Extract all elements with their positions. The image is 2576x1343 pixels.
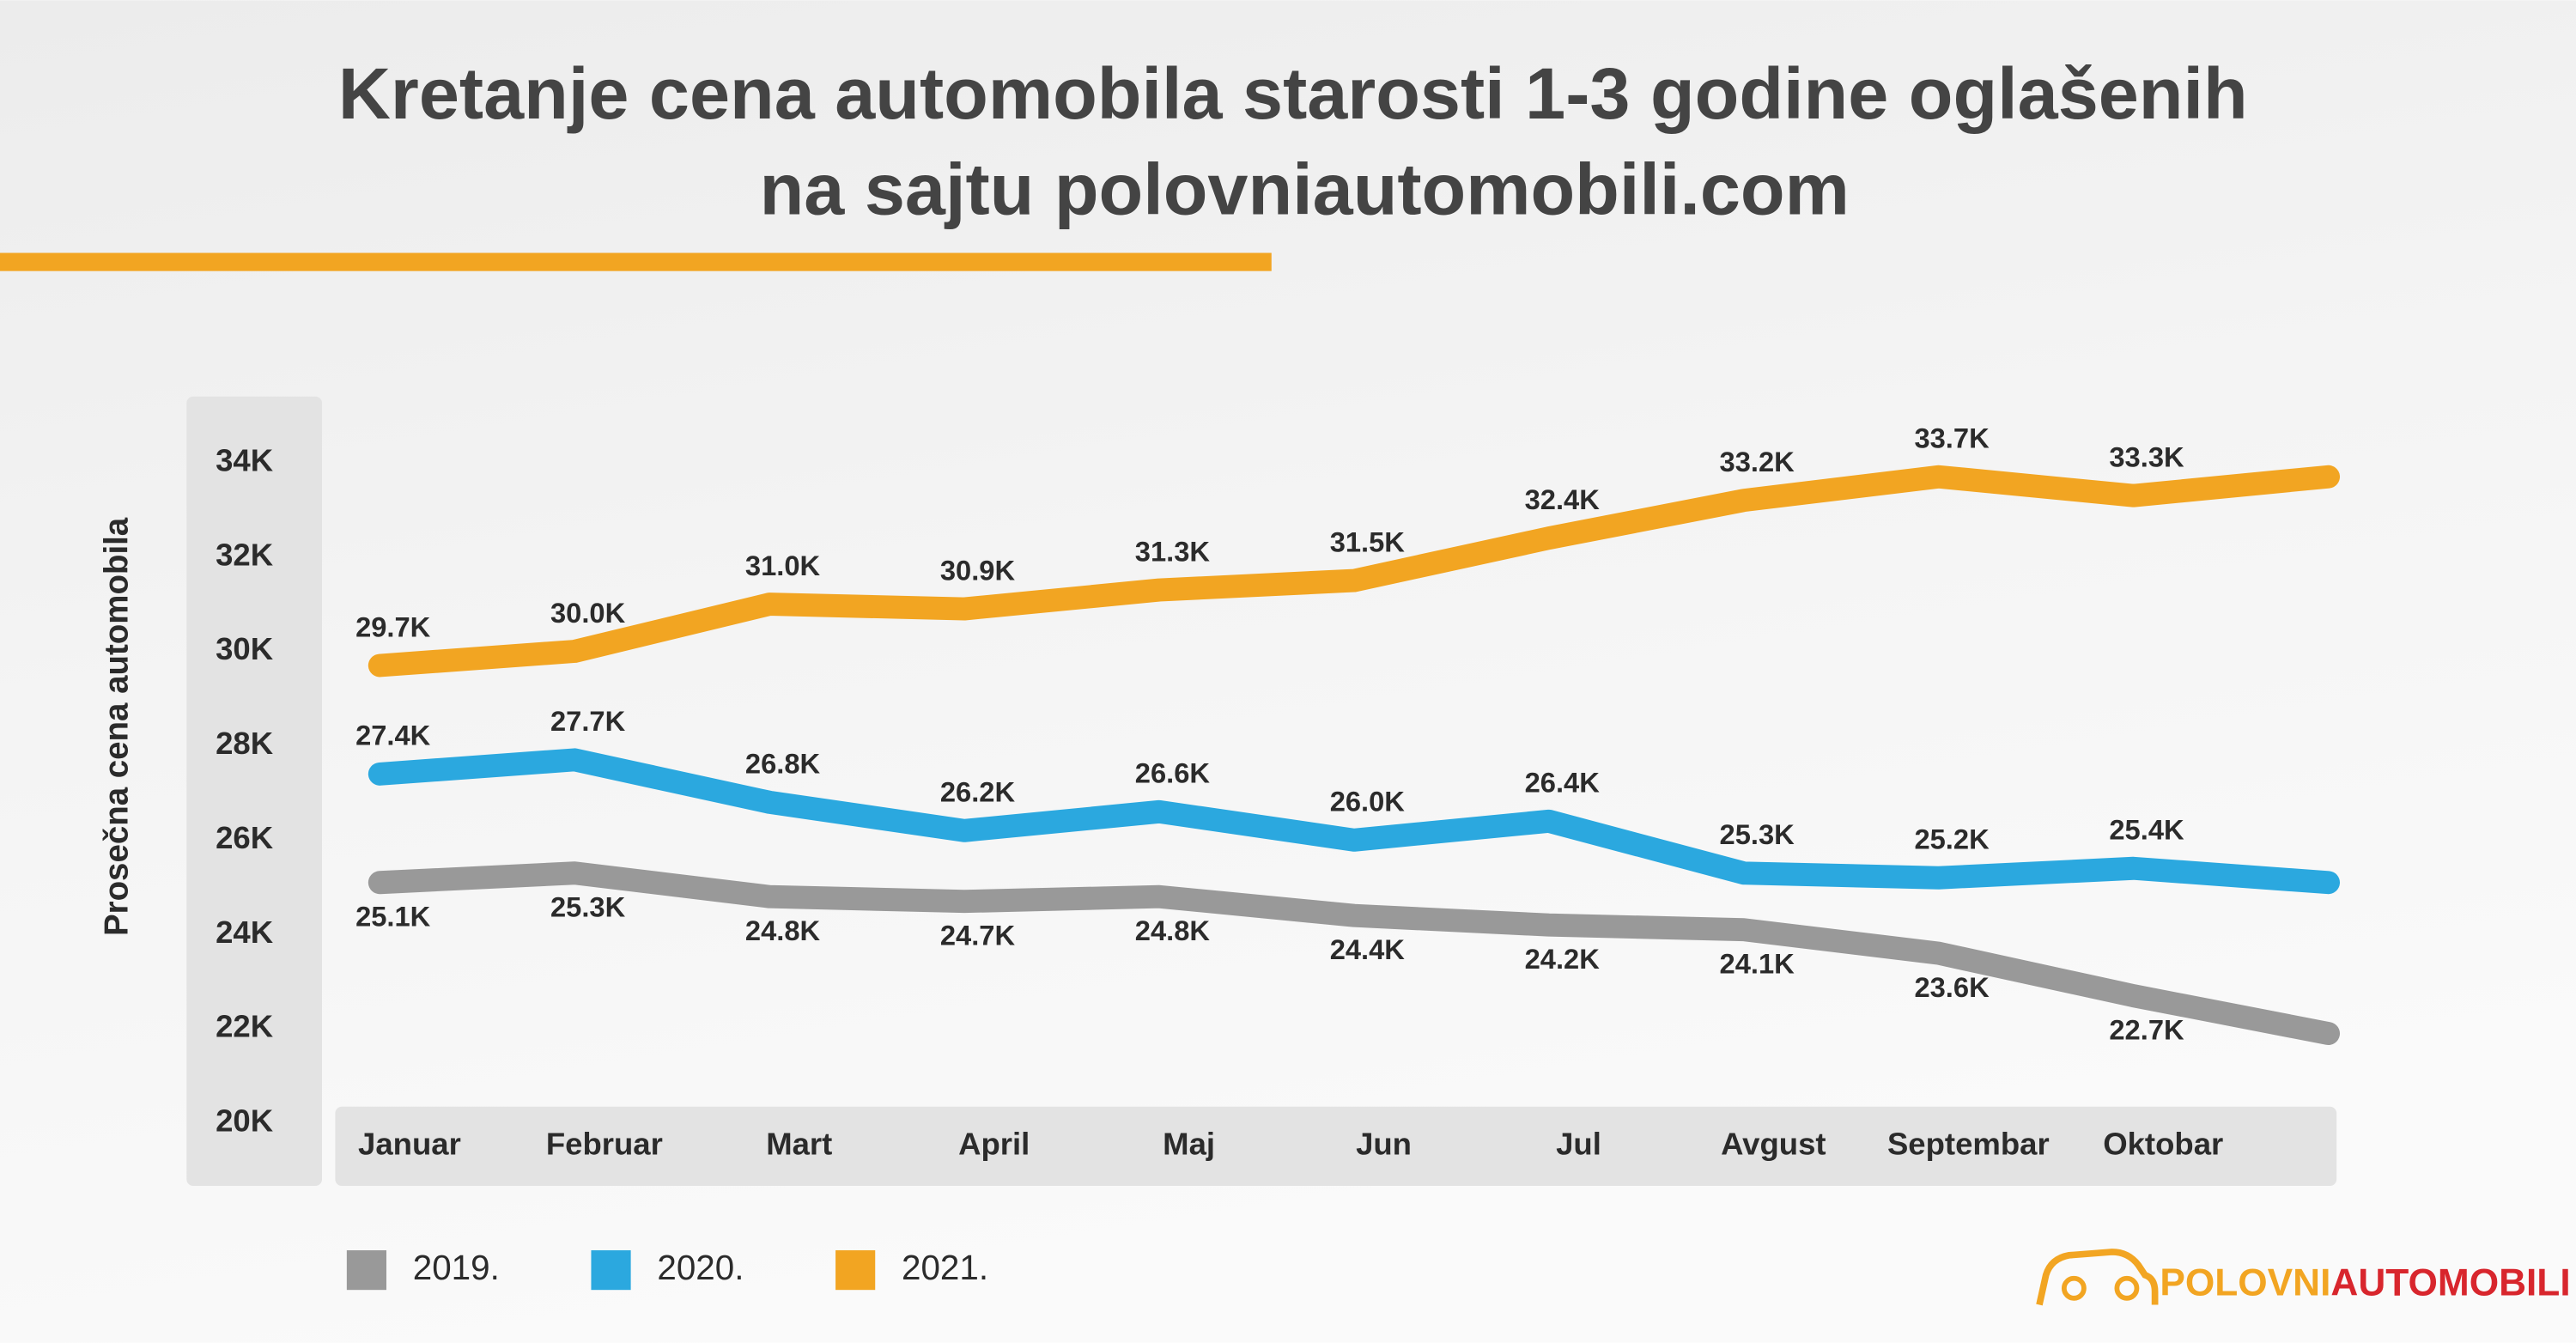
data-label: 25.3K bbox=[550, 891, 626, 923]
y-tick-label: 30K bbox=[216, 631, 274, 666]
data-label: 25.1K bbox=[355, 901, 431, 933]
data-label: 30.0K bbox=[550, 597, 626, 629]
data-label: 23.6K bbox=[1914, 971, 1990, 1003]
data-label: 33.7K bbox=[1914, 422, 1990, 454]
logo-wheel bbox=[2114, 1275, 2140, 1301]
data-label: 32.4K bbox=[1525, 483, 1601, 515]
x-tick-label: April bbox=[958, 1127, 1030, 1162]
chart-title: Kretanje cena automobila starosti 1-3 go… bbox=[338, 52, 2248, 134]
logo-part: AUTOMOBILI bbox=[2330, 1261, 2570, 1304]
x-tick-label: Oktobar bbox=[2103, 1127, 2223, 1162]
data-label: 31.5K bbox=[1330, 526, 1406, 557]
x-tick-label: Januar bbox=[358, 1127, 461, 1162]
y-axis-panel bbox=[186, 396, 322, 1187]
y-tick-label: 24K bbox=[216, 915, 274, 950]
logo: POLOVNIAUTOMOBILI bbox=[2036, 1249, 2571, 1306]
data-label: 31.0K bbox=[745, 550, 821, 581]
data-label: 24.1K bbox=[1720, 948, 1795, 980]
data-label: 27.4K bbox=[355, 720, 431, 751]
data-label: 31.3K bbox=[1135, 535, 1211, 567]
legend-swatch bbox=[591, 1250, 631, 1291]
x-tick-label: Jul bbox=[1556, 1127, 1601, 1162]
y-tick-label: 26K bbox=[216, 820, 274, 855]
line bbox=[368, 861, 2340, 1046]
legend-swatch bbox=[346, 1250, 386, 1291]
chart-title: na sajtu polovniautomobili.com bbox=[760, 149, 1850, 230]
legend-label: 2020. bbox=[657, 1248, 744, 1287]
data-label: 33.2K bbox=[1720, 446, 1795, 477]
data-label: 24.2K bbox=[1525, 943, 1601, 975]
line bbox=[368, 748, 2340, 895]
y-tick-label: 28K bbox=[216, 726, 274, 761]
legend-label: 2019. bbox=[413, 1248, 500, 1287]
data-label: 22.7K bbox=[2109, 1014, 2184, 1046]
data-label: 24.4K bbox=[1330, 933, 1406, 965]
logo-wheel bbox=[2061, 1275, 2087, 1301]
data-label: 26.8K bbox=[745, 748, 821, 780]
logo-part: POLOVNI bbox=[2160, 1261, 2330, 1304]
data-label: 26.2K bbox=[940, 776, 1016, 808]
data-label: 30.9K bbox=[940, 554, 1016, 586]
data-label: 29.7K bbox=[355, 611, 431, 642]
data-label: 24.8K bbox=[1135, 915, 1211, 946]
data-label: 27.7K bbox=[550, 705, 626, 737]
y-tick-label: 34K bbox=[216, 442, 274, 477]
y-tick-label: 20K bbox=[216, 1103, 274, 1139]
title-underline bbox=[0, 252, 1272, 271]
data-label: 26.6K bbox=[1135, 757, 1211, 789]
x-tick-label: Avgust bbox=[1721, 1127, 1826, 1162]
data-label: 24.7K bbox=[940, 920, 1016, 951]
logo-text: POLOVNIAUTOMOBILI bbox=[2160, 1261, 2570, 1304]
logo-car bbox=[2036, 1249, 2159, 1306]
data-label: 24.8K bbox=[745, 915, 821, 946]
x-tick-label: Mart bbox=[766, 1127, 832, 1162]
data-label: 26.4K bbox=[1525, 767, 1601, 799]
legend-swatch bbox=[835, 1250, 876, 1291]
data-label: 25.4K bbox=[2109, 814, 2184, 846]
x-tick-label: Maj bbox=[1163, 1127, 1215, 1162]
y-axis-label: Prosečna cena automobila bbox=[99, 517, 136, 936]
legend-label: 2021. bbox=[902, 1248, 988, 1287]
x-tick-label: Septembar bbox=[1887, 1127, 2050, 1162]
data-label: 33.3K bbox=[2109, 441, 2184, 473]
y-tick-label: 32K bbox=[216, 537, 274, 572]
line bbox=[368, 465, 2340, 678]
x-axis-panel bbox=[335, 1106, 2337, 1187]
x-tick-label: Februar bbox=[546, 1127, 663, 1162]
x-tick-label: Jun bbox=[1356, 1127, 1412, 1162]
data-label: 25.3K bbox=[1720, 818, 1795, 850]
y-tick-label: 22K bbox=[216, 1009, 274, 1044]
data-label: 25.2K bbox=[1914, 823, 1990, 855]
data-label: 26.0K bbox=[1330, 786, 1406, 817]
